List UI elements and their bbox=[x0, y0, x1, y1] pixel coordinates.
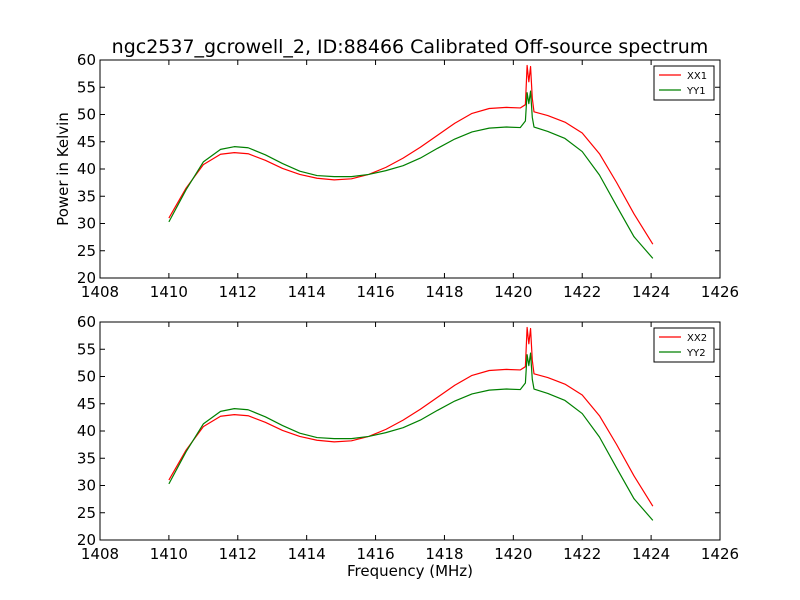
chart-title: ngc2537_gcrowell_2, ID:88466 Calibrated … bbox=[112, 36, 709, 58]
y-tick-label: 60 bbox=[77, 51, 96, 69]
y-tick-label: 20 bbox=[77, 531, 96, 549]
y-tick-label: 35 bbox=[77, 449, 96, 467]
y-tick-label: 30 bbox=[77, 215, 96, 233]
series-line-yy1 bbox=[168, 90, 654, 259]
x-tick-label: 1426 bbox=[701, 283, 739, 301]
y-tick-label: 35 bbox=[77, 187, 96, 205]
x-tick-label: 1418 bbox=[425, 545, 463, 563]
subplots: 1408 1410 1412 1414 1416 1418 1420 1422 1424 1426… bbox=[77, 51, 739, 563]
y-tick-label: 50 bbox=[77, 106, 96, 124]
y-tick-label: 55 bbox=[77, 78, 96, 96]
x-tick-label: 1412 bbox=[219, 545, 257, 563]
x-tick-label: 1414 bbox=[288, 283, 326, 301]
x-tick-label: 1410 bbox=[150, 283, 188, 301]
series-line-xx2 bbox=[168, 326, 654, 507]
y-tick-label: 40 bbox=[77, 422, 96, 440]
x-tick-label: 1418 bbox=[425, 283, 463, 301]
y-tick-label: 25 bbox=[77, 242, 96, 260]
legend-label-xx2: XX2 bbox=[687, 333, 707, 344]
legend-label-xx1: XX1 bbox=[687, 71, 707, 82]
series-line-xx1 bbox=[168, 64, 654, 245]
y-tick-label: 20 bbox=[77, 269, 96, 287]
y-tick-label: 40 bbox=[77, 160, 96, 178]
x-tick-label: 1412 bbox=[219, 283, 257, 301]
y-tick-label: 50 bbox=[77, 368, 96, 386]
legend-box bbox=[653, 327, 715, 363]
y-tick-label: 25 bbox=[77, 504, 96, 522]
x-tick-label: 1420 bbox=[494, 283, 532, 301]
x-tick-label: 1408 bbox=[81, 283, 119, 301]
x-tick-label: 1424 bbox=[632, 545, 670, 563]
series-line-yy2 bbox=[168, 352, 654, 521]
subplot-2: 1408 1410 1412 1414 1416 1418 1420 1422 1424 1426… bbox=[77, 313, 739, 563]
x-axis-label-bottom: Frequency (MHz) bbox=[347, 562, 473, 580]
x-tick-label: 1408 bbox=[81, 545, 119, 563]
x-tick-label: 1426 bbox=[701, 545, 739, 563]
x-tick-label: 1420 bbox=[494, 545, 532, 563]
legend-label-yy2: YY2 bbox=[686, 348, 706, 359]
x-tick-label: 1422 bbox=[563, 545, 601, 563]
x-tick-label: 1414 bbox=[288, 545, 326, 563]
y-tick-label: 45 bbox=[77, 133, 96, 151]
y-tick-label: 60 bbox=[77, 313, 96, 331]
y-tick-label: 45 bbox=[77, 395, 96, 413]
x-tick-label: 1410 bbox=[150, 545, 188, 563]
legend-box bbox=[653, 65, 715, 101]
y-tick-label: 30 bbox=[77, 477, 96, 495]
x-tick-label: 1416 bbox=[356, 283, 394, 301]
legend-label-yy1: YY1 bbox=[686, 86, 706, 97]
x-tick-label: 1422 bbox=[563, 283, 601, 301]
subplot-1: 1408 1410 1412 1414 1416 1418 1420 1422 1424 1426… bbox=[77, 51, 739, 301]
x-tick-label: 1424 bbox=[632, 283, 670, 301]
y-tick-label: 55 bbox=[77, 340, 96, 358]
y-axis-label-top: Power in Kelvin bbox=[54, 112, 72, 226]
x-tick-label: 1416 bbox=[356, 545, 394, 563]
